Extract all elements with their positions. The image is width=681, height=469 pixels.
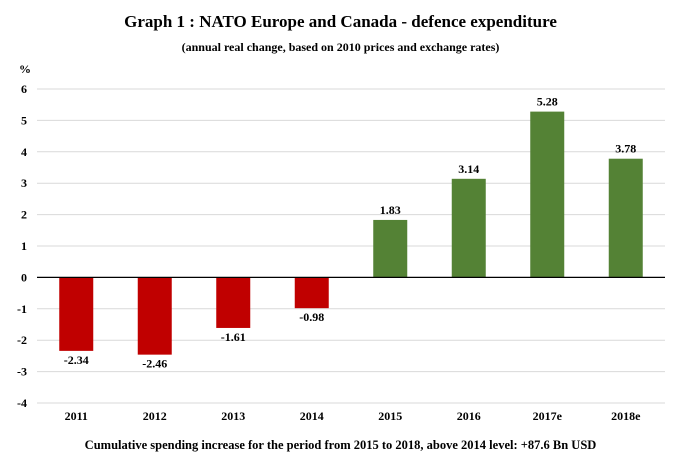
data-labels: -2.34 -2.46 -1.61 -0.98 1.83 3.14 5.28 3.78 <box>64 95 637 371</box>
x-tick-label: 2011 <box>65 409 88 423</box>
bar-2013 <box>216 277 251 328</box>
chart-subtitle: (annual real change, based on 2010 price… <box>181 40 500 54</box>
y-tick-label: -3 <box>17 365 27 379</box>
bar-2012 <box>137 277 172 355</box>
y-tick-labels: 6 5 4 3 2 1 0 -1 -2 -3 -4 <box>17 82 27 410</box>
y-tick-label: 0 <box>21 270 27 284</box>
data-label: 3.78 <box>615 142 636 156</box>
y-tick-label: 1 <box>21 239 27 253</box>
chart-title: Graph 1 : NATO Europe and Canada - defen… <box>124 12 557 31</box>
y-tick-label: 5 <box>21 113 27 127</box>
data-label: -2.46 <box>142 357 167 371</box>
bars <box>37 111 665 355</box>
x-tick-label: 2014 <box>300 409 324 423</box>
y-tick-label: -4 <box>17 396 27 410</box>
x-tick-label: 2015 <box>378 409 402 423</box>
bar-2018e <box>608 158 643 278</box>
x-tick-labels: 2011 2012 2013 2014 2015 2016 2017e 2018e <box>65 409 642 423</box>
x-tick-label: 2016 <box>457 409 481 423</box>
y-tick-label: -2 <box>17 333 27 347</box>
x-tick-label: 2018e <box>611 409 641 423</box>
data-label: 5.28 <box>537 95 558 109</box>
y-tick-label: -1 <box>17 302 27 316</box>
data-label: -2.34 <box>64 353 89 367</box>
x-tick-label: 2017e <box>533 409 563 423</box>
y-tick-label: 6 <box>21 82 27 96</box>
y-tick-label: 3 <box>21 176 27 190</box>
gridlines <box>37 88 665 404</box>
bar-2015 <box>373 219 408 278</box>
y-tick-label: 2 <box>21 208 27 222</box>
bar-2011 <box>59 277 94 351</box>
data-label: 3.14 <box>458 162 479 176</box>
chart-footnote: Cumulative spending increase for the per… <box>84 438 597 452</box>
data-label: 1.83 <box>380 203 401 217</box>
x-tick-label: 2012 <box>143 409 167 423</box>
bar-2017e <box>530 111 565 278</box>
x-tick-label: 2013 <box>221 409 245 423</box>
data-label: -0.98 <box>299 310 324 324</box>
y-tick-label: 4 <box>21 145 27 159</box>
y-axis-label: % <box>19 62 31 76</box>
bar-2014 <box>294 277 329 309</box>
data-label: -1.61 <box>221 330 246 344</box>
bar-2016 <box>451 178 486 278</box>
